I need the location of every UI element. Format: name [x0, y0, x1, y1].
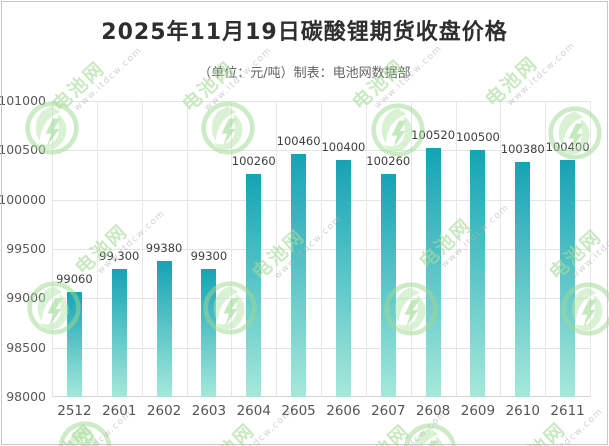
bar-value-label: 100260 — [366, 154, 411, 168]
bar-value-label: 99380 — [145, 240, 183, 255]
x-axis-tick-label: 2610 — [505, 403, 540, 419]
battery-network-logo-icon — [402, 422, 458, 446]
bar-value-label: 99300 — [190, 248, 228, 263]
y-axis-tick-label: 98500 — [6, 339, 46, 355]
bar-2606 — [335, 160, 351, 397]
gridline-vertical — [455, 101, 457, 397]
bar-2609 — [470, 150, 486, 397]
bar-value-label: 100260 — [231, 154, 276, 168]
x-axis-tick-label: 2609 — [460, 403, 496, 419]
bar-2512 — [66, 292, 82, 397]
gridline-vertical — [500, 101, 502, 397]
bar-value-label: 100460 — [276, 134, 321, 149]
gridline-vertical — [410, 101, 412, 397]
bar-value-label: 99060 — [56, 272, 93, 287]
gridline-vertical — [365, 101, 367, 397]
bar-value-label: 99,300 — [99, 248, 140, 263]
bar-2605 — [291, 154, 307, 397]
gridline-vertical — [545, 101, 547, 397]
bar-2607 — [380, 174, 396, 397]
y-axis-tick-label: 100000 — [0, 191, 46, 207]
bar-value-label: 100400 — [545, 140, 590, 155]
y-axis-tick-label: 101000 — [0, 93, 46, 108]
gridline-vertical — [321, 101, 322, 397]
bar-2610 — [515, 162, 531, 397]
y-axis-tick-label: 98000 — [6, 389, 46, 404]
y-axis-tick-label: 99000 — [6, 290, 46, 306]
x-axis-tick-label: 2605 — [281, 403, 316, 419]
bar-2608 — [425, 148, 441, 397]
x-axis-tick-label: 2512 — [57, 403, 92, 419]
x-axis-tick-label: 2603 — [191, 403, 227, 419]
gridline-vertical — [96, 101, 98, 397]
bar-2602 — [156, 260, 172, 397]
gridline-vertical — [186, 101, 188, 397]
bar-2611 — [560, 160, 576, 397]
battery-network-logo-icon — [57, 420, 113, 446]
bar-value-label: 100400 — [321, 140, 366, 155]
x-axis-tick-label: 2604 — [236, 403, 271, 419]
plot-area — [52, 101, 591, 397]
bar-2601 — [111, 268, 127, 397]
bar-2603 — [201, 268, 217, 397]
bar-value-label: 100500 — [455, 130, 500, 145]
chart-subtitle: （单位：元/吨）制表：电池网数据部 — [198, 66, 411, 81]
bar-value-label: 100380 — [500, 142, 545, 157]
bar-value-label: 100520 — [411, 128, 456, 143]
gridline-vertical — [231, 101, 233, 397]
x-axis-tick-label: 2608 — [415, 403, 451, 419]
bar-2604 — [246, 174, 262, 397]
gridline-vertical — [52, 101, 53, 397]
x-axis-tick-label: 2606 — [326, 403, 361, 419]
x-axis-tick-label: 2611 — [550, 403, 585, 419]
gridline-vertical — [590, 101, 591, 397]
x-axis-tick-label: 2607 — [371, 403, 406, 419]
gridline-vertical — [141, 101, 143, 397]
gridline-vertical — [276, 101, 278, 397]
x-axis-tick-label: 2601 — [102, 403, 137, 419]
y-axis-tick-label: 99500 — [6, 241, 46, 256]
chart-title: 2025年11月19日碳酸锂期货收盘价格 — [101, 20, 508, 45]
y-axis-tick-label: 100500 — [0, 142, 46, 158]
x-axis-tick-label: 2602 — [146, 403, 182, 419]
